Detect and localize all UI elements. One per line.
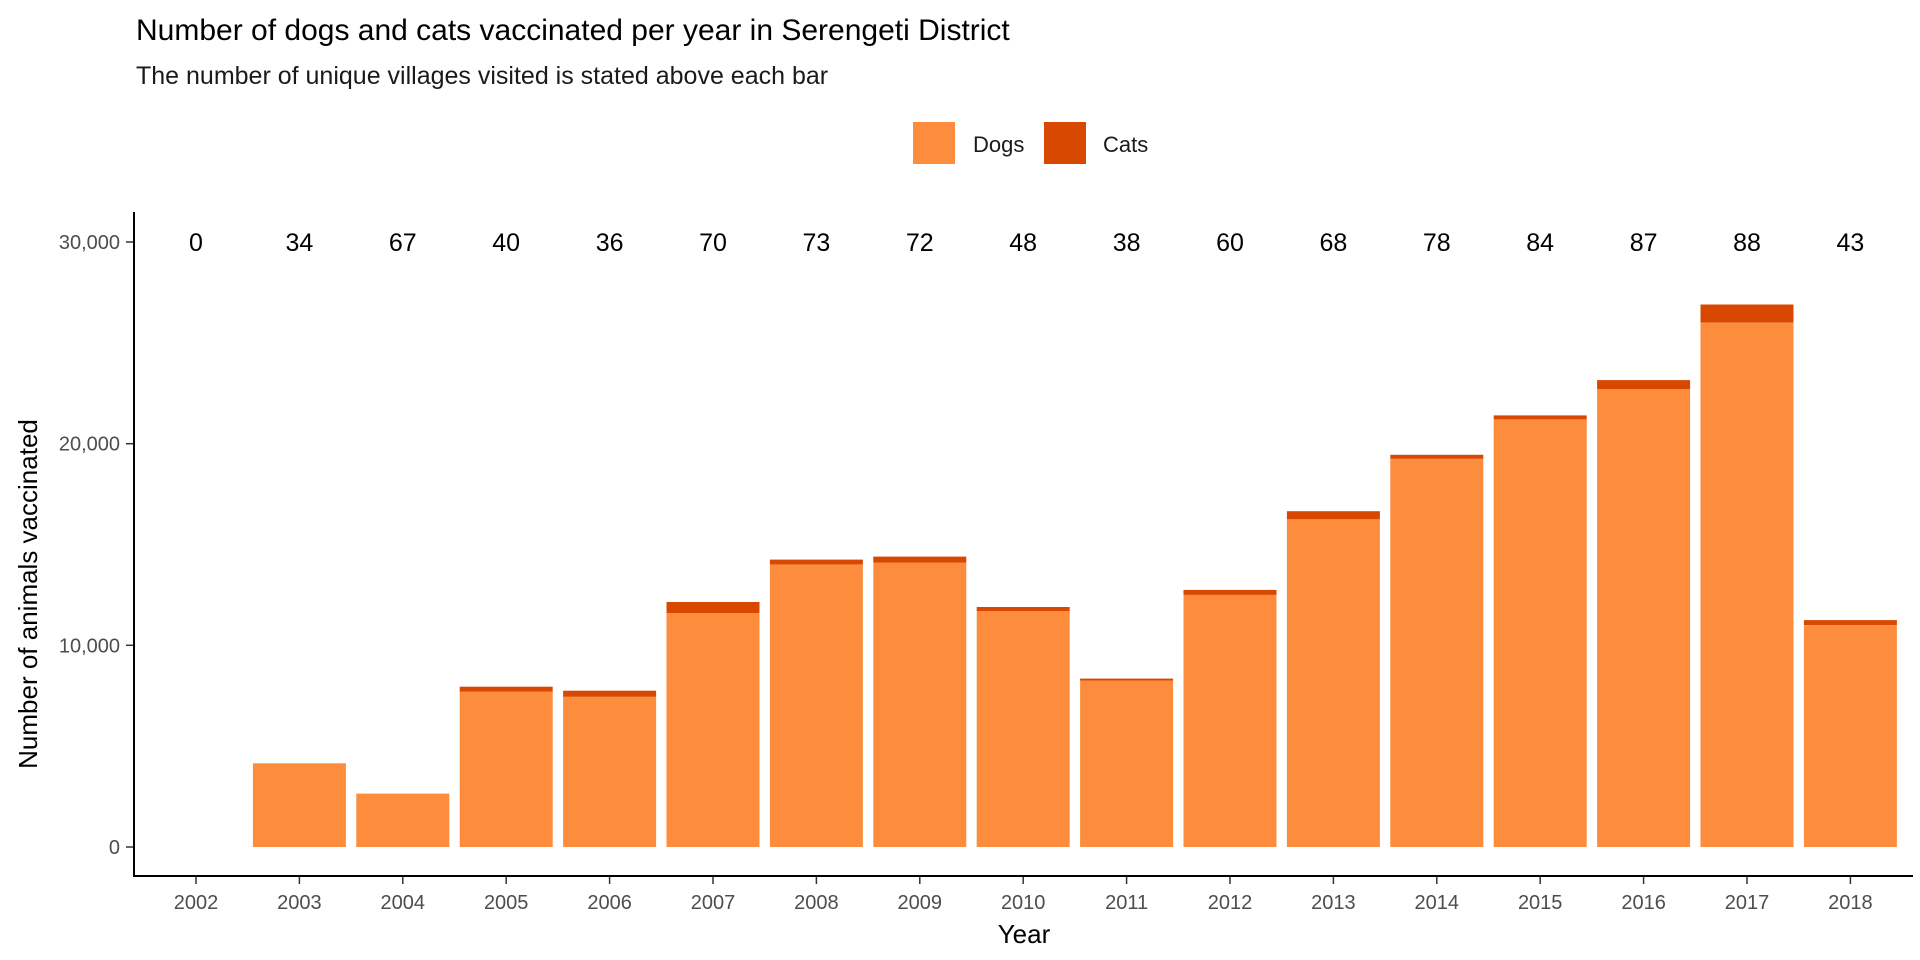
bar-cats-2008 (769, 559, 863, 565)
bar-cats-2013 (1286, 511, 1380, 520)
bar-dogs-2012 (1183, 594, 1277, 847)
bar-cats-2007 (666, 602, 760, 614)
bar-dogs-2015 (1493, 419, 1587, 847)
bars-layer (252, 304, 1897, 847)
x-tick-label-2016: 2016 (1621, 892, 1666, 914)
x-tick-label-2012: 2012 (1208, 892, 1253, 914)
chart-title: Number of dogs and cats vaccinated per y… (136, 14, 1010, 47)
bar-cats-2009 (873, 556, 967, 563)
y-tick-label-0: 0 (109, 837, 120, 859)
bar-cats-2005 (459, 686, 553, 692)
village-count-label-2009: 72 (906, 229, 934, 257)
x-tick-label-2006: 2006 (587, 892, 632, 914)
x-tick-label-2003: 2003 (277, 892, 322, 914)
x-tick-label-2011: 2011 (1105, 892, 1148, 914)
legend-swatch-cats (1044, 122, 1086, 164)
bar-dogs-2005 (459, 691, 553, 847)
y-axis-title: Number of animals vaccinated (13, 419, 43, 769)
y-axis-ticks: 0 10,000 20,000 30,000 (59, 232, 134, 859)
village-count-label-2005: 40 (492, 229, 520, 257)
x-tick-label-2017: 2017 (1725, 892, 1770, 914)
x-tick-label-2002: 2002 (174, 892, 219, 914)
bar-dogs-2010 (976, 611, 1070, 847)
village-count-label-2007: 70 (699, 229, 727, 257)
x-tick-label-2007: 2007 (691, 892, 736, 914)
x-axis-title: Year (998, 919, 1051, 949)
bar-cats-2015 (1493, 415, 1587, 420)
x-tick-label-2010: 2010 (1001, 892, 1046, 914)
bar-cats-2010 (976, 607, 1070, 611)
x-tick-label-2005: 2005 (484, 892, 529, 914)
x-tick-label-2014: 2014 (1415, 892, 1460, 914)
village-count-label-2008: 73 (802, 229, 830, 257)
village-count-label-2016: 87 (1630, 229, 1658, 257)
bar-dogs-2017 (1700, 322, 1794, 847)
bar-dogs-2003 (252, 763, 346, 847)
bar-cats-2016 (1597, 380, 1691, 390)
legend: Dogs Cats (913, 122, 1148, 164)
x-axis-ticks: 2002 2003 2004 2005 2006 2007 2008 2009 2010 2011… (174, 876, 1873, 914)
x-tick-label-2018: 2018 (1828, 892, 1873, 914)
bar-dogs-2008 (769, 564, 863, 847)
x-tick-label-2009: 2009 (898, 892, 943, 914)
bar-cats-2012 (1183, 589, 1277, 595)
village-count-label-2017: 88 (1733, 229, 1761, 257)
village-count-label-2013: 68 (1319, 229, 1347, 257)
bar-dogs-2014 (1390, 458, 1484, 847)
village-count-label-2014: 78 (1423, 229, 1451, 257)
chart-subtitle: The number of unique villages visited is… (136, 62, 828, 90)
legend-label-dogs: Dogs (973, 132, 1024, 157)
village-count-label-2012: 60 (1216, 229, 1244, 257)
bar-dogs-2006 (563, 696, 657, 847)
village-count-label-2015: 84 (1526, 229, 1554, 257)
legend-swatch-dogs (913, 122, 955, 164)
x-tick-label-2008: 2008 (794, 892, 839, 914)
village-count-label-2002: 0 (189, 229, 203, 257)
village-count-label-2006: 36 (596, 229, 624, 257)
x-tick-label-2013: 2013 (1311, 892, 1356, 914)
bar-dogs-2016 (1597, 389, 1691, 847)
legend-label-cats: Cats (1103, 132, 1148, 157)
village-count-label-2018: 43 (1836, 229, 1864, 257)
bar-dogs-2004 (356, 793, 450, 847)
bar-dogs-2018 (1803, 625, 1897, 847)
bar-cats-2018 (1803, 620, 1897, 626)
x-tick-label-2004: 2004 (381, 892, 426, 914)
bar-cats-2011 (1080, 678, 1174, 681)
village-count-label-2004: 67 (389, 229, 417, 257)
bar-dogs-2007 (666, 613, 760, 847)
y-tick-label-10000: 10,000 (59, 635, 120, 657)
y-tick-label-30000: 30,000 (59, 232, 120, 254)
village-count-label-2011: 38 (1113, 229, 1141, 257)
bar-dogs-2009 (873, 562, 967, 847)
village-count-label-2010: 48 (1009, 229, 1037, 257)
bar-cats-2017 (1700, 304, 1794, 323)
bar-dogs-2011 (1080, 680, 1174, 847)
bar-cats-2006 (563, 690, 657, 697)
village-count-label-2003: 34 (285, 229, 313, 257)
x-tick-label-2015: 2015 (1518, 892, 1563, 914)
village-labels-layer: 0 34 67 40 36 70 73 72 48 38 60 68 78 84 87 88 43 (189, 229, 1864, 257)
bar-dogs-2013 (1286, 519, 1380, 847)
y-tick-label-20000: 20,000 (59, 434, 120, 456)
bar-cats-2014 (1390, 454, 1484, 459)
